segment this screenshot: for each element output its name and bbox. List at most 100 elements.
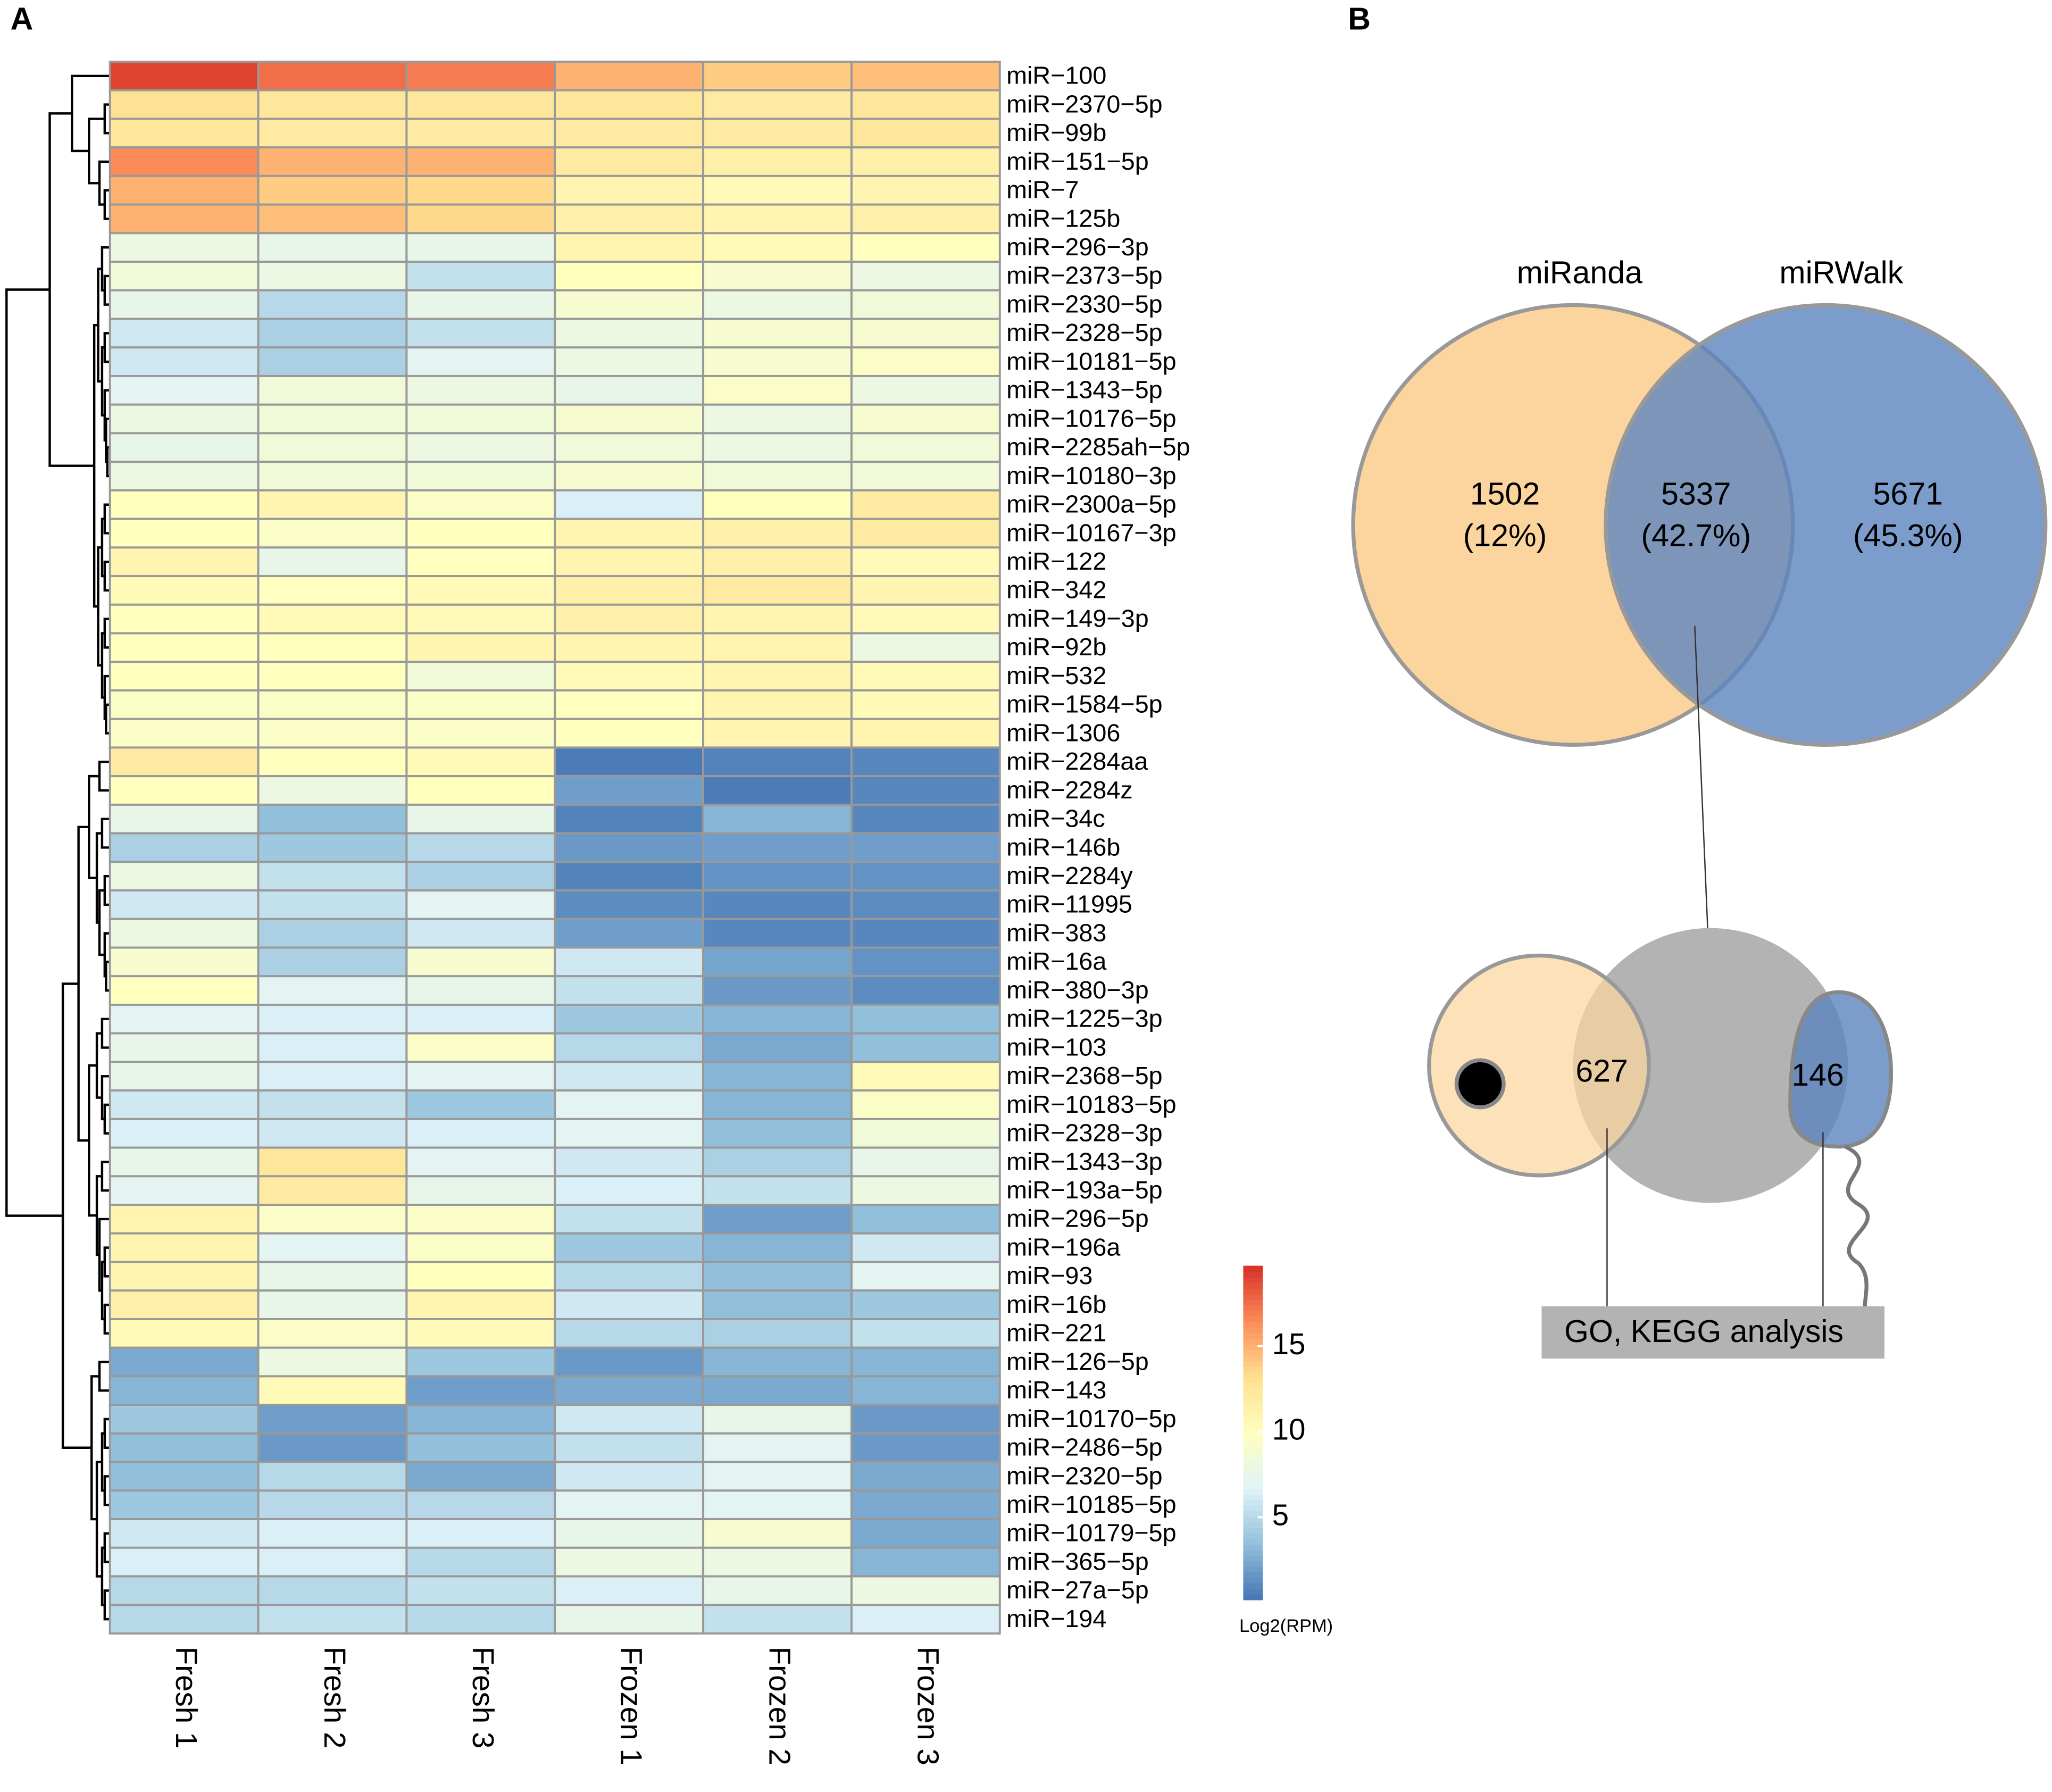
colorbar-step xyxy=(1243,1449,1263,1456)
cell xyxy=(702,1232,853,1263)
row-label: miR−93 xyxy=(1006,1262,1092,1289)
row-label: miR−125b xyxy=(1006,204,1120,232)
set-name: miRWalk xyxy=(1779,255,1903,290)
cell xyxy=(257,403,408,435)
cell xyxy=(850,289,1001,320)
cell xyxy=(554,1604,705,1635)
dot xyxy=(1454,1058,1506,1110)
cell xyxy=(554,203,705,235)
cell xyxy=(850,603,1001,635)
cell xyxy=(109,1318,260,1349)
cell xyxy=(109,575,260,606)
cell xyxy=(405,1346,556,1378)
row-label: miR−10181−5p xyxy=(1006,347,1177,375)
row-label: miR−2328−5p xyxy=(1006,319,1163,346)
cell xyxy=(257,1604,408,1635)
cell xyxy=(257,89,408,120)
colorbar-step xyxy=(1243,1527,1263,1533)
cell xyxy=(257,203,408,235)
cell xyxy=(702,1404,853,1435)
colorbar-step xyxy=(1243,1466,1263,1472)
row-label: miR−1225−3p xyxy=(1006,1005,1163,1032)
subset-value: 146 xyxy=(1791,1057,1844,1093)
subset-drop xyxy=(1788,990,1893,1149)
cell xyxy=(405,1289,556,1320)
cell xyxy=(405,203,556,235)
cell xyxy=(850,1089,1001,1120)
cell xyxy=(257,975,408,1006)
cell xyxy=(850,489,1001,520)
row-label: miR−10179−5p xyxy=(1006,1519,1177,1547)
row-label: miR−196a xyxy=(1006,1233,1120,1261)
cell xyxy=(257,632,408,663)
cell xyxy=(405,1546,556,1578)
cell xyxy=(109,632,260,663)
cell xyxy=(257,546,408,578)
cell xyxy=(850,1003,1001,1035)
colorbar-label: Log2(RPM) xyxy=(1239,1616,1333,1636)
cell xyxy=(257,746,408,778)
colorbar-step xyxy=(1243,1549,1263,1556)
colorbar-step xyxy=(1243,1432,1263,1439)
cell xyxy=(405,1003,556,1035)
row-label: miR−16a xyxy=(1006,947,1106,975)
row-label: miR−1343−3p xyxy=(1006,1147,1163,1175)
cell xyxy=(257,1404,408,1435)
colorbar-step xyxy=(1243,1444,1263,1451)
cell xyxy=(405,489,556,520)
cell xyxy=(257,1261,408,1292)
cell xyxy=(554,718,705,749)
colorbar-step xyxy=(1243,1532,1263,1539)
cell xyxy=(850,1518,1001,1549)
cell xyxy=(554,946,705,978)
cell xyxy=(405,146,556,177)
colorbar-step xyxy=(1243,1282,1263,1289)
cell xyxy=(257,289,408,320)
cell xyxy=(257,1032,408,1063)
cell xyxy=(109,318,260,349)
row-label: miR−2330−5p xyxy=(1006,290,1163,318)
cell xyxy=(257,946,408,978)
cell xyxy=(554,289,705,320)
dendrogram xyxy=(5,74,110,1621)
cell xyxy=(257,1575,408,1606)
cell xyxy=(554,1575,705,1606)
cell xyxy=(257,1546,408,1578)
colorbar-step xyxy=(1243,1488,1263,1495)
cell xyxy=(702,575,853,606)
cell xyxy=(257,374,408,406)
cell xyxy=(109,1404,260,1435)
cell xyxy=(405,746,556,778)
cell xyxy=(405,1061,556,1092)
cell xyxy=(850,1546,1001,1578)
cell xyxy=(702,232,853,263)
row-label: miR−7 xyxy=(1006,176,1079,204)
cell xyxy=(850,746,1001,778)
cell xyxy=(850,1118,1001,1149)
cell xyxy=(109,718,260,749)
cell xyxy=(702,975,853,1006)
cell xyxy=(405,832,556,863)
cell xyxy=(554,1061,705,1092)
row-label: miR−92b xyxy=(1006,633,1106,661)
cell xyxy=(257,232,408,263)
colorbar-step xyxy=(1243,1582,1263,1589)
cell xyxy=(554,918,705,949)
cell xyxy=(257,1061,408,1092)
colorbar-step xyxy=(1243,1594,1263,1601)
cell xyxy=(109,1089,260,1120)
cell xyxy=(702,746,853,778)
row-label: miR−296−3p xyxy=(1006,233,1149,261)
cell xyxy=(850,575,1001,606)
colorbar-step xyxy=(1243,1560,1263,1567)
cell xyxy=(405,118,556,149)
cell xyxy=(109,1118,260,1149)
colorbar-tick-label: 15 xyxy=(1272,1327,1306,1361)
cell xyxy=(257,575,408,606)
row-label: miR−2284aa xyxy=(1006,747,1148,775)
cell xyxy=(109,1204,260,1235)
cell xyxy=(257,1089,408,1120)
colorbar-step xyxy=(1243,1455,1263,1462)
cell xyxy=(405,1604,556,1635)
cell xyxy=(702,1289,853,1320)
